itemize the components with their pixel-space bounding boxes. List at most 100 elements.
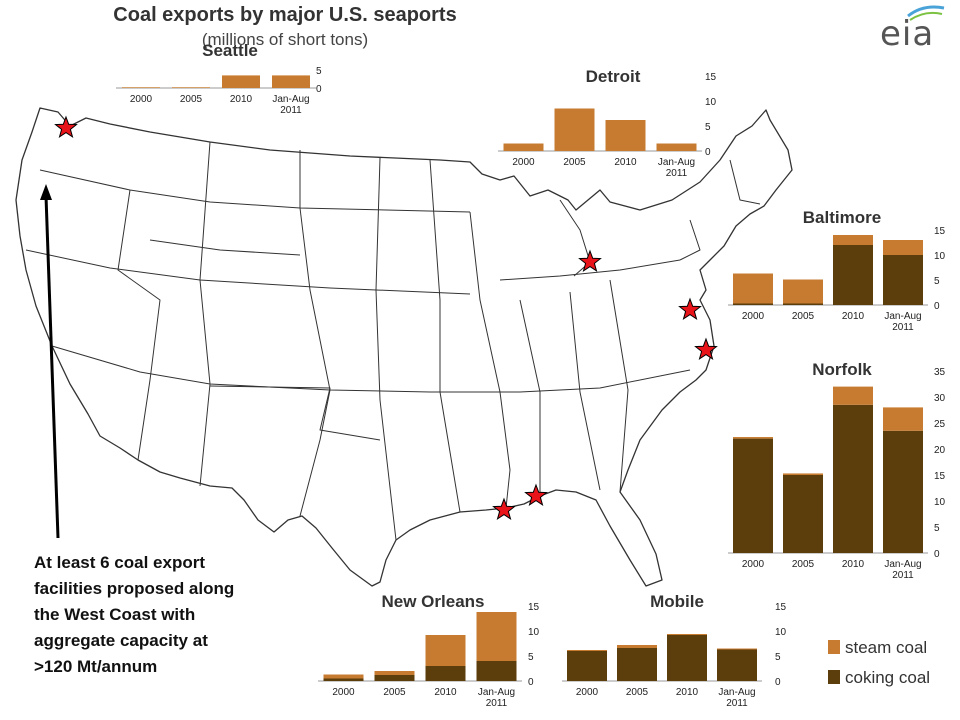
x-tick-label: Jan-Aug xyxy=(884,559,921,570)
bar-coking-coal xyxy=(374,675,415,681)
y-tick-label: 15 xyxy=(528,602,540,613)
seaport-star-icon xyxy=(694,337,718,361)
bar-steam-coal xyxy=(783,473,823,475)
x-tick-label: 2005 xyxy=(792,559,815,570)
chart-title: Coal exports by major U.S. seaports xyxy=(113,4,457,26)
bar-coking-coal xyxy=(476,661,517,681)
bar-steam-coal xyxy=(656,143,697,151)
y-tick-label: 0 xyxy=(934,301,940,312)
y-tick-label: 5 xyxy=(316,66,322,77)
x-tick-label: 2011 xyxy=(280,105,302,116)
bar-coking-coal xyxy=(783,475,823,553)
bar-coking-coal xyxy=(717,649,757,681)
x-tick-label: 2011 xyxy=(726,698,748,709)
bar-steam-coal xyxy=(605,120,646,151)
eia-logo xyxy=(878,4,948,54)
y-tick-label: 0 xyxy=(705,147,711,158)
y-tick-label: 35 xyxy=(934,367,946,378)
x-tick-label: 2010 xyxy=(434,687,457,698)
chart-norfolk: Norfolk 0 5 10 15 20 25 30 35 2000 2005 2010 Jan-Aug… xyxy=(728,360,946,581)
eia-logo-swoosh-icon xyxy=(907,5,945,21)
x-tick-label: 2005 xyxy=(626,687,649,698)
west-coast-note: At least 6 coal export facilities propos… xyxy=(34,550,304,680)
x-tick-label: 2011 xyxy=(892,570,914,581)
y-tick-label: 15 xyxy=(705,72,717,83)
y-tick-label: 20 xyxy=(934,445,946,456)
state-borders xyxy=(25,141,761,541)
bar-steam-coal xyxy=(783,279,823,304)
y-tick-label: 30 xyxy=(934,393,946,404)
bar-coking-coal xyxy=(617,648,657,681)
x-tick-label: 2005 xyxy=(792,311,815,322)
x-tick-label: 2000 xyxy=(332,687,355,698)
x-tick-label: 2010 xyxy=(842,311,865,322)
bar-steam-coal xyxy=(222,75,260,88)
legend-label: coking coal xyxy=(845,668,930,687)
note-line: >120 Mt/annum xyxy=(34,657,158,676)
y-tick-label: 5 xyxy=(775,652,781,663)
x-tick-label: 2011 xyxy=(892,322,914,333)
y-tick-label: 0 xyxy=(775,677,781,688)
bar-steam-coal xyxy=(374,671,415,675)
bar-steam-coal xyxy=(717,648,757,650)
x-tick-label: 2000 xyxy=(742,311,765,322)
bar-steam-coal xyxy=(567,650,607,651)
y-tick-label: 15 xyxy=(934,471,946,482)
bar-steam-coal xyxy=(122,87,160,88)
bar-steam-coal xyxy=(667,634,707,635)
note-line: At least 6 coal export xyxy=(34,553,206,572)
bar-steam-coal xyxy=(733,273,773,304)
seaport-star-icon xyxy=(492,497,516,521)
y-tick-label: 10 xyxy=(934,497,946,508)
y-tick-label: 25 xyxy=(934,419,946,430)
seaport-star-icon xyxy=(578,249,602,273)
x-tick-label: 2011 xyxy=(666,168,688,179)
eia-logo-text: eia xyxy=(880,14,935,54)
y-tick-label: 10 xyxy=(528,627,540,638)
bar-steam-coal xyxy=(323,674,364,679)
x-tick-label: 2000 xyxy=(576,687,599,698)
bar-coking-coal xyxy=(667,635,707,681)
chart-panel-title: New Orleans xyxy=(382,592,485,611)
note-line: aggregate capacity at xyxy=(34,631,208,650)
chart-panel-title: Baltimore xyxy=(803,208,881,227)
bar-coking-coal xyxy=(567,651,607,681)
note-line: the West Coast with xyxy=(34,605,196,624)
x-tick-label: 2010 xyxy=(614,157,637,168)
bar-steam-coal xyxy=(883,407,923,431)
bar-steam-coal xyxy=(554,108,595,151)
bar-steam-coal xyxy=(503,143,544,151)
bar-coking-coal xyxy=(833,245,873,305)
x-tick-label: 2011 xyxy=(486,698,508,709)
x-tick-label: 2010 xyxy=(842,559,865,570)
x-tick-label: Jan-Aug xyxy=(718,687,755,698)
x-tick-label: 2000 xyxy=(742,559,765,570)
x-tick-label: 2005 xyxy=(383,687,406,698)
bar-coking-coal xyxy=(883,255,923,305)
bar-steam-coal xyxy=(833,235,873,245)
bar-steam-coal xyxy=(833,386,873,405)
chart-panel-title: Seattle xyxy=(202,41,258,60)
west-coast-arrow xyxy=(40,184,60,539)
x-tick-label: 2010 xyxy=(230,94,253,105)
seaport-markers xyxy=(54,115,718,521)
x-tick-label: Jan-Aug xyxy=(272,94,309,105)
x-tick-label: 2005 xyxy=(180,94,203,105)
bar-steam-coal xyxy=(172,87,210,88)
bar-steam-coal xyxy=(476,612,517,661)
bar-coking-coal xyxy=(833,404,873,553)
seaport-star-icon xyxy=(54,115,78,139)
bar-coking-coal xyxy=(883,430,923,553)
seaport-star-icon xyxy=(524,483,548,507)
bar-steam-coal xyxy=(272,75,310,88)
chart-panel-title: Mobile xyxy=(650,592,704,611)
y-tick-label: 5 xyxy=(934,523,940,534)
legend-label: steam coal xyxy=(845,638,927,657)
